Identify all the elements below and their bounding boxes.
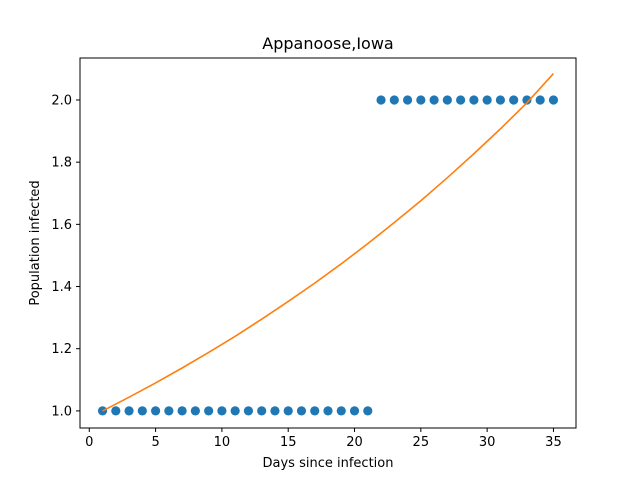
x-tick-label: 20 [346, 435, 363, 450]
x-axis-ticks: 0 5 10 15 20 25 30 35 [85, 428, 562, 450]
data-point [389, 95, 399, 105]
data-point [190, 406, 200, 416]
data-point [469, 95, 479, 105]
data-point [124, 406, 134, 416]
data-point [310, 406, 320, 416]
x-tick-label: 0 [85, 435, 93, 450]
data-point [522, 95, 532, 105]
fit-curve-line [102, 73, 555, 412]
x-tick-label: 30 [479, 435, 496, 450]
data-point [442, 95, 452, 105]
data-point [416, 95, 426, 105]
x-tick-label: 15 [280, 435, 297, 450]
y-tick-label: 1.8 [51, 156, 72, 171]
data-point [164, 406, 174, 416]
data-point [177, 406, 187, 416]
data-point [243, 406, 254, 416]
data-point [495, 95, 506, 105]
data-point [548, 95, 559, 105]
x-axis-label: Days since infection [263, 456, 394, 471]
chart-title: Appanoose,Iowa [262, 34, 393, 53]
x-tick-label: 10 [214, 435, 231, 450]
series-layer [97, 73, 559, 416]
y-tick-label: 2.0 [51, 93, 72, 108]
data-point [137, 406, 147, 416]
x-tick-label: 35 [545, 435, 562, 450]
x-tick-label: 5 [151, 435, 159, 450]
data-point [270, 406, 280, 416]
data-point [111, 406, 121, 416]
data-point [257, 406, 267, 416]
axes-frame [79, 57, 577, 429]
data-point [509, 95, 519, 105]
y-axis-ticks: 1.0 1.2 1.4 1.6 1.8 2.0 [51, 93, 80, 419]
data-point [363, 406, 373, 416]
data-point [204, 406, 214, 416]
data-point [402, 95, 413, 105]
x-tick-label: 25 [413, 435, 430, 450]
data-point [349, 406, 360, 416]
data-point [217, 406, 227, 416]
data-point [296, 406, 307, 416]
data-point [230, 406, 240, 416]
y-tick-label: 1.4 [51, 280, 72, 295]
data-point [150, 406, 161, 416]
y-tick-label: 1.0 [51, 404, 72, 419]
data-point [336, 406, 346, 416]
y-tick-label: 1.6 [51, 218, 72, 233]
data-point [456, 95, 466, 105]
data-point [482, 95, 492, 105]
data-point [323, 406, 333, 416]
data-point [429, 95, 439, 105]
y-axis-label: Population infected [28, 180, 43, 305]
data-point [535, 95, 545, 105]
data-point [376, 95, 386, 105]
data-point [283, 406, 293, 416]
y-tick-label: 1.2 [51, 342, 72, 357]
